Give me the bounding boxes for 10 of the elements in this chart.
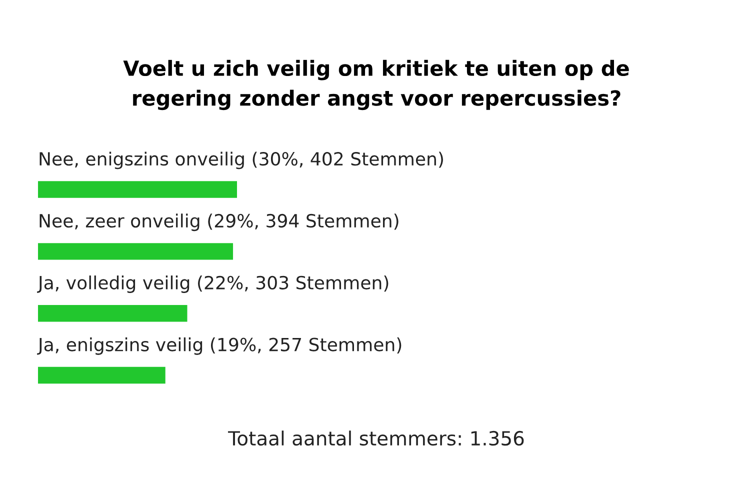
bar <box>38 181 237 198</box>
bar <box>38 304 188 322</box>
y-tick-label: Nee, zeer onveilig (29%, 394 Stemmen) <box>40 214 398 232</box>
y-tick-label: Nee, enigszins onveilig (30%, 402 Stemmen) <box>40 152 443 170</box>
text: Voelt u zich veilig om kritiek te uiten op de regering zonder angst voor repercussies? <box>123 60 629 110</box>
y-tick-label: Ja, volledig veilig (22%, 303 Stemmen) <box>37 276 388 293</box>
text: Totaal aantal stemmers: 1.356 <box>228 430 524 446</box>
bar <box>38 366 166 384</box>
y-tick-label: Ja, enigszins veilig (19%, 257 Stemmen) <box>37 337 402 355</box>
bar <box>38 243 234 260</box>
